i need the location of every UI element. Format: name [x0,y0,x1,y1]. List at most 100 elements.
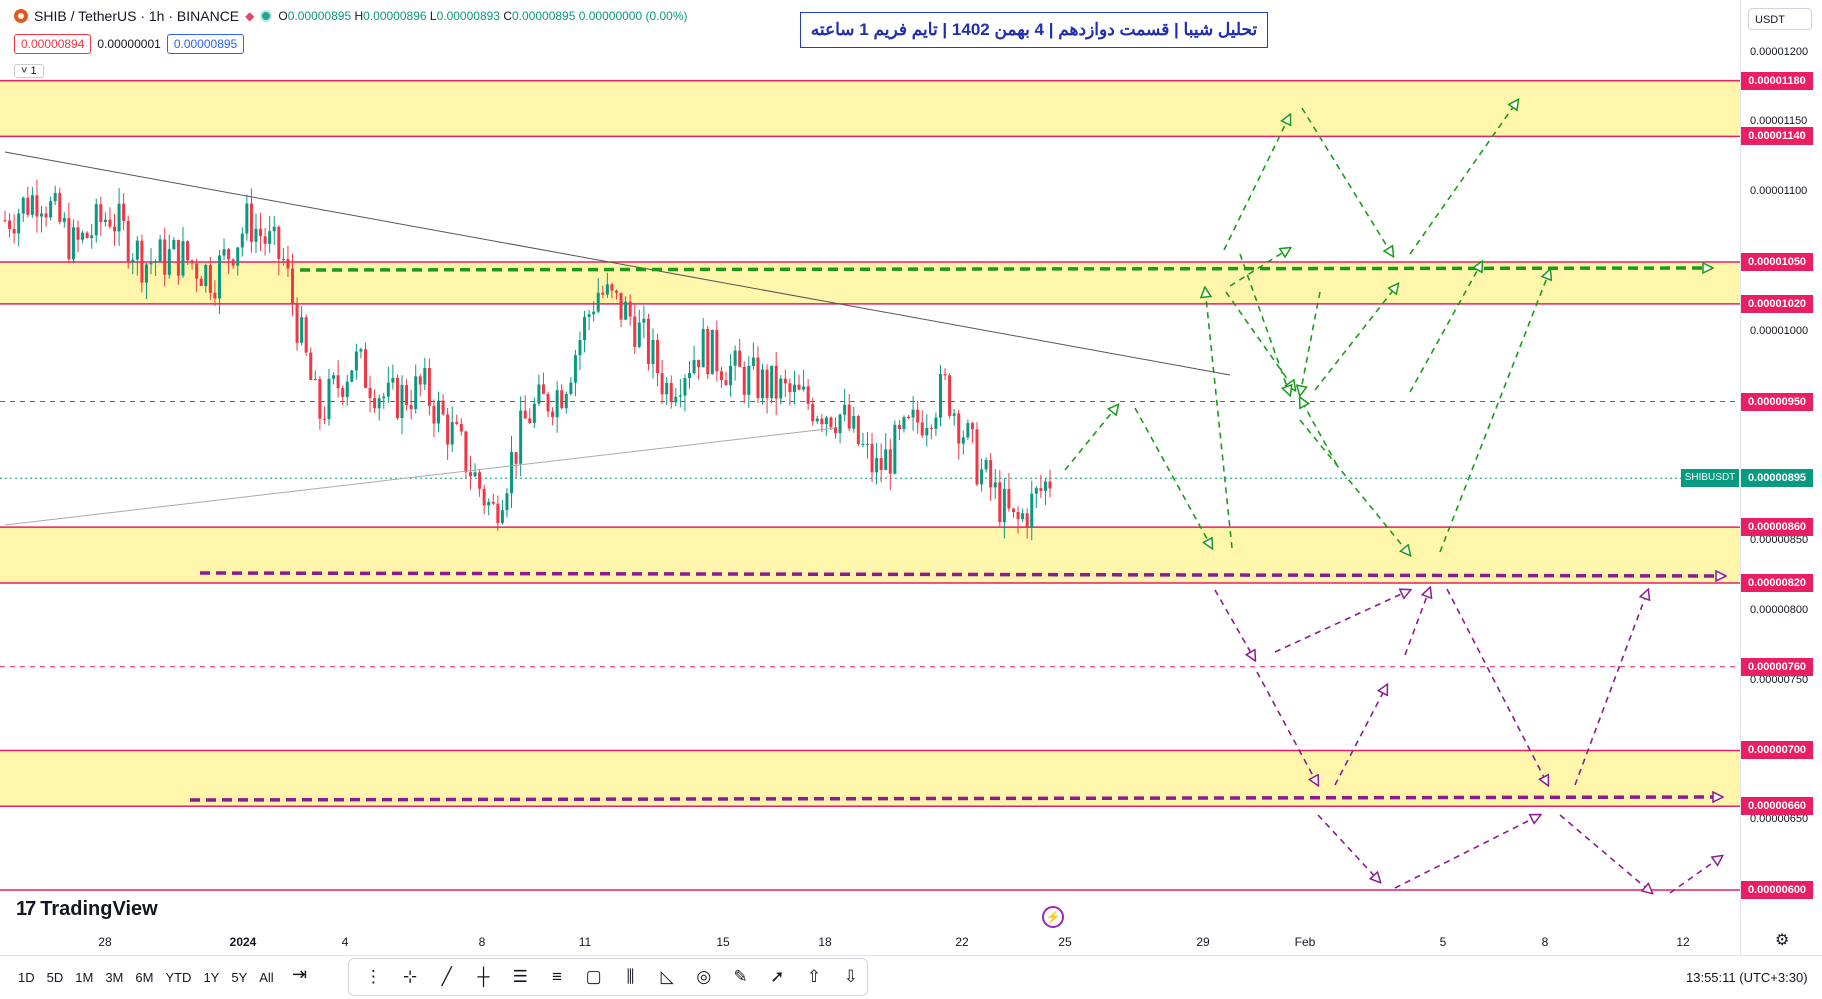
candle-body [751,357,755,366]
candle-body [327,378,331,420]
candle-body [733,350,737,366]
price-level-label: 0.00001050 [1741,253,1813,271]
range-button-all[interactable]: All [259,970,274,985]
candle-body [71,227,75,260]
indicators-toggle[interactable]: ˅ 1 [14,64,44,78]
candle-body [1016,512,1020,520]
date-range-icon[interactable]: ⇥ [292,964,308,984]
cycle-icon[interactable]: ◎ [696,967,712,986]
chart-area[interactable] [0,0,1740,955]
candle-body [81,232,85,240]
sell-button[interactable]: 0.00000894 [14,34,92,54]
candle-body [642,318,646,323]
triangle-pattern-icon[interactable]: ◺ [660,967,674,986]
candle-body [984,460,988,470]
candle-body [938,374,942,418]
candle-body [815,418,819,422]
clock[interactable]: 13:55:11 (UTC+3:30) [1686,970,1808,985]
parallel-channel-icon[interactable]: ☰ [512,967,528,986]
currency-select[interactable]: USDT [1748,8,1812,30]
buy-button[interactable]: 0.00000895 [166,34,245,54]
candle-body [103,219,107,223]
candle-body [231,259,235,266]
candle-body [587,314,591,317]
eye-off-icon[interactable]: ◆ [245,9,255,23]
candle-body [998,482,1002,523]
candle-body [569,382,573,394]
gear-icon[interactable]: ⚙ [1775,932,1790,949]
fib-retracement-icon[interactable]: ≡ [551,967,562,986]
candle-body [637,322,641,347]
rectangle-icon[interactable]: ▢ [585,967,602,986]
candle-body [651,340,655,364]
time-tick: 8 [478,935,486,949]
pitchfork-icon[interactable]: ⫼ [626,967,635,986]
candle-body [217,255,221,299]
candle-body [131,259,135,263]
range-button-ytd[interactable]: YTD [165,970,192,985]
candle-body [405,385,409,406]
candle-body [747,365,751,395]
candle-body [478,472,482,489]
candle-body [373,398,377,409]
time-tick: 25 [1058,935,1072,949]
candle-body [254,228,258,242]
projection-arrow [1446,588,1548,785]
price-tick: 0.00000650 [1750,813,1809,826]
cursor-icon[interactable]: ⊹ [402,967,418,986]
candle-body [313,378,317,380]
arrow-down-icon[interactable]: ⇩ [843,967,858,986]
candle-body [555,390,559,418]
candle-body [350,370,354,382]
chart-title-annotation[interactable]: تحلیل شیبا | قسمت دوازدهم | 4 بهمن 1402 … [800,12,1268,48]
candle-body [418,376,422,385]
candle-body [838,414,842,434]
drag-handle-icon[interactable]: ⋮ [364,967,382,986]
candle-body [21,197,25,214]
vertical-line-icon[interactable]: ┼ [477,967,490,986]
candle-body [888,449,892,474]
candle-body [847,404,851,429]
arrow-up-icon[interactable]: ⇧ [806,967,822,986]
range-button-1d[interactable]: 1D [18,970,35,985]
candle-body [391,377,395,383]
ascending-trendline [4,427,836,526]
candle-body [295,303,299,343]
candle-body [687,373,691,379]
range-button-6m[interactable]: 6M [135,970,154,985]
range-button-3m[interactable]: 3M [105,970,124,985]
candle-body [94,204,98,236]
range-button-1y[interactable]: 1Y [203,970,220,985]
candle-body [181,241,185,276]
symbol-title[interactable]: SHIB / TetherUS · 1h · BINANCE [34,8,240,24]
time-tick: Feb [1294,935,1316,949]
lightning-icon[interactable]: ⚡ [1042,906,1064,928]
arrow-marker-icon[interactable]: ➚ [770,967,785,986]
trend-line-icon[interactable]: ╱ [441,967,452,986]
brush-icon[interactable]: ✎ [733,967,748,986]
symbol-legend[interactable]: SHIB / TetherUS · 1h · BINANCE ◆ O0.0000… [14,8,688,24]
projection-arrow [299,268,1712,270]
candle-body [144,264,148,283]
candle-body [17,213,21,234]
candle-body [729,365,733,386]
time-tick: 2024 [229,935,257,949]
range-button-5d[interactable]: 5D [46,970,64,985]
candle-body [537,384,541,404]
candle-body [989,460,993,488]
candle-body [820,418,824,425]
candle-body [738,350,742,367]
range-button-5y[interactable]: 5Y [231,970,248,985]
candle-body [85,232,89,238]
range-button-1m[interactable]: 1M [75,970,94,985]
candle-body [583,316,587,341]
candle-body [674,396,678,403]
price-chart[interactable] [0,0,1740,955]
projection-arrow [1669,856,1722,894]
price-tick: 0.00001150 [1750,115,1808,128]
tradingview-logo[interactable]: 17 TradingView [16,898,158,920]
candle-body [1034,488,1038,494]
candle-body [966,423,970,438]
candle-body [724,380,728,386]
candle-body [35,195,39,217]
